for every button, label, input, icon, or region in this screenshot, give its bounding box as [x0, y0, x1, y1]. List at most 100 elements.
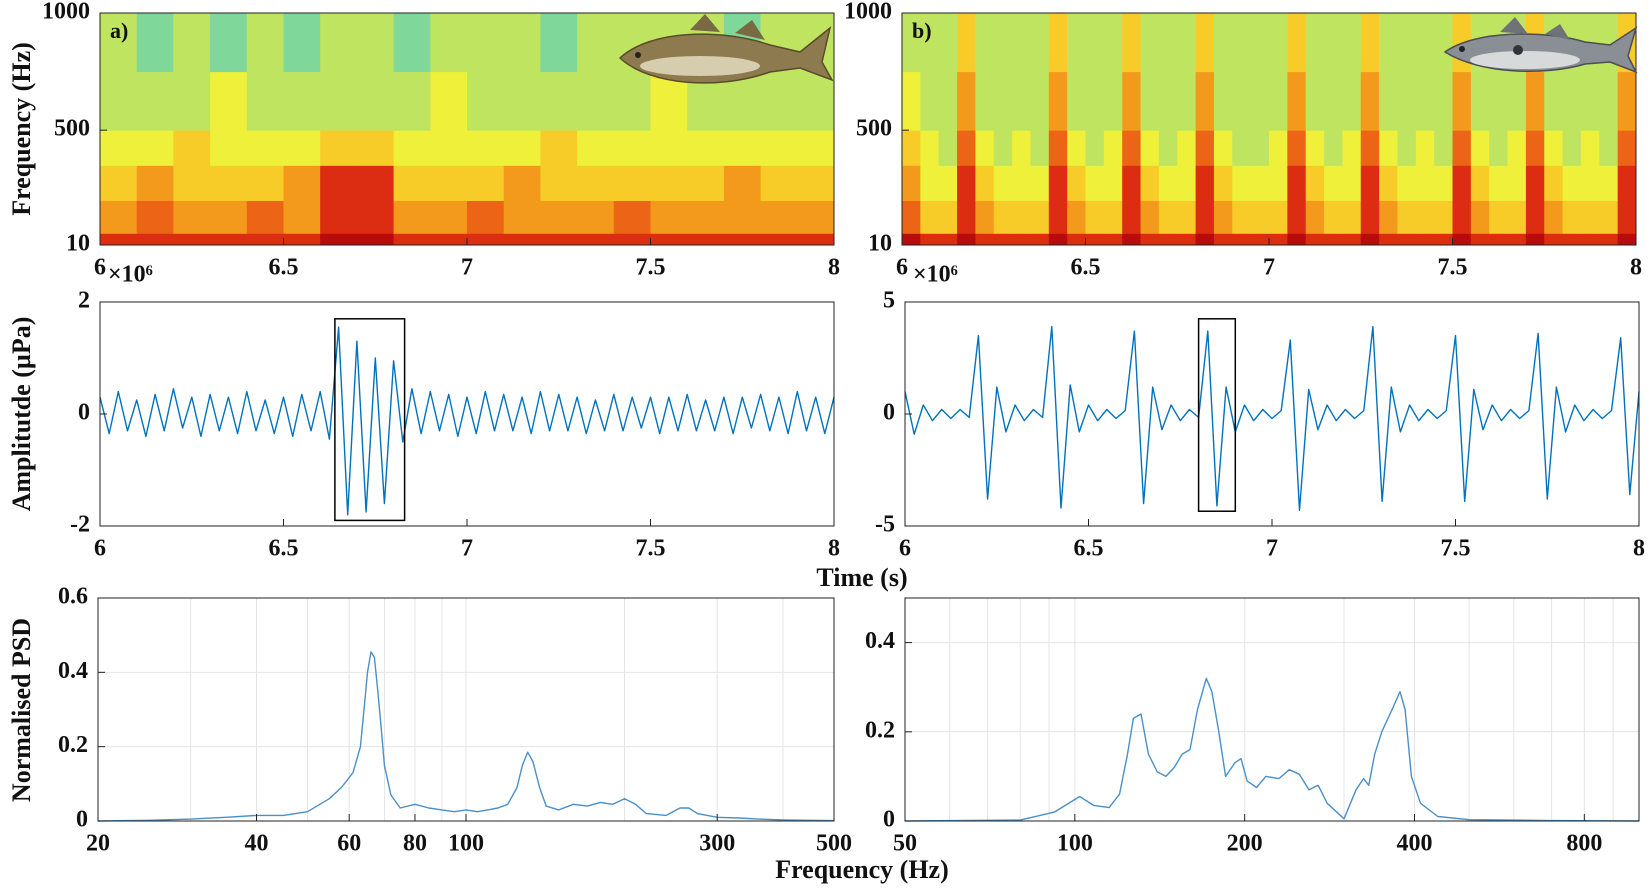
heatmap-cell — [1177, 13, 1197, 73]
heatmap-cell — [1140, 165, 1160, 201]
heatmap-cell — [577, 71, 615, 131]
heatmap-cell — [320, 200, 358, 234]
heatmap-cell — [1012, 13, 1031, 73]
y-tick-label: -5 — [875, 512, 895, 538]
x-tick-label: 300 — [699, 831, 735, 857]
heatmap-cell — [1030, 71, 1050, 131]
heatmap-cell — [1232, 233, 1252, 246]
heatmap-cell — [393, 200, 431, 234]
heatmap-cell — [1213, 13, 1233, 73]
heatmap-cell — [687, 165, 725, 201]
heatmap-cell — [1030, 165, 1050, 201]
heatmap-cell — [1158, 200, 1178, 234]
heatmap-cell — [430, 130, 468, 166]
heatmap-cell — [1342, 130, 1362, 166]
heatmap-cell — [246, 200, 284, 234]
heatmap-cell — [938, 233, 958, 246]
heatmap-cell — [467, 165, 505, 201]
heatmap-cell — [920, 233, 940, 246]
heatmap-cell — [1250, 130, 1270, 166]
heatmap-cell — [1379, 130, 1398, 166]
heatmap-cell — [1599, 71, 1619, 131]
heatmap-cell — [1287, 130, 1307, 166]
heatmap-cell — [1250, 165, 1270, 201]
heatmap-cell — [356, 130, 395, 166]
heatmap-cell — [283, 165, 321, 201]
heatmap-cell — [1360, 71, 1380, 131]
x-tick-label: 400 — [1396, 831, 1432, 857]
heatmap-cell — [1434, 13, 1453, 73]
heatmap-cell — [210, 200, 248, 234]
panel: 6 6.5 7 7.5 8 10 500 1000 b) — [844, 0, 1642, 281]
heatmap-cell — [1232, 200, 1252, 234]
heatmap-cell — [1470, 233, 1490, 246]
heatmap-cell — [1415, 200, 1435, 234]
heatmap-cell — [975, 13, 995, 73]
heatmap-cell — [1067, 13, 1086, 73]
heatmap-cell — [1580, 71, 1600, 131]
x-tick-label: 100 — [1057, 831, 1093, 857]
heatmap-cell — [1103, 165, 1123, 201]
y-tick-label: 10 — [868, 231, 892, 257]
heatmap-cell — [1012, 233, 1031, 246]
series-line — [904, 677, 1640, 822]
y-tick-label: 0.2 — [58, 732, 88, 758]
heatmap-cell — [1379, 233, 1398, 246]
heatmap-cell — [920, 200, 940, 234]
heatmap-cell — [1269, 233, 1288, 246]
y-axis-label: Frequency (Hz) — [7, 42, 36, 216]
x-tick-label: 40 — [244, 831, 268, 857]
heatmap-cell — [975, 165, 995, 201]
x-axis-label: Time (s) — [816, 563, 907, 592]
heatmap-cell — [1158, 233, 1178, 246]
heatmap-cell — [393, 130, 431, 166]
panel-label: b) — [912, 18, 932, 43]
y-multiplier: ×10⁶ — [913, 262, 958, 288]
y-tick-label: 0.6 — [58, 584, 88, 610]
heatmap-cell — [540, 71, 578, 131]
heatmap-cell — [1360, 13, 1380, 73]
heatmap-cell — [957, 165, 976, 201]
heatmap-cell — [1269, 130, 1288, 166]
heatmap-cell — [957, 71, 976, 131]
heatmap-cell — [1287, 165, 1307, 201]
x-tick-label: 6 — [94, 255, 106, 281]
heatmap-cell — [1122, 233, 1142, 246]
heatmap-cell — [1324, 200, 1343, 234]
heatmap-cell — [1269, 165, 1288, 201]
heatmap-cell — [246, 13, 284, 73]
heatmap-cell — [993, 130, 1013, 166]
heatmap-cell — [1434, 165, 1453, 201]
heatmap-cell — [1250, 233, 1270, 246]
heatmap-cell — [430, 233, 468, 246]
y-tick-label: 500 — [856, 116, 892, 142]
heatmap-cell — [356, 200, 395, 234]
heatmap-cell — [1232, 130, 1252, 166]
heatmap-cell — [1122, 13, 1142, 73]
heatmap-cell — [902, 13, 921, 73]
heatmap-cell — [503, 200, 541, 234]
heatmap-cell — [1048, 130, 1068, 166]
x-tick-label: 8 — [828, 536, 840, 562]
heatmap-cell — [1360, 130, 1380, 166]
heatmap-cell — [760, 130, 798, 166]
heatmap-cell — [173, 13, 211, 73]
heatmap-cell — [1213, 165, 1233, 201]
heatmap-cell — [1470, 200, 1490, 234]
series-line — [97, 651, 835, 822]
y-tick-label: 1000 — [42, 0, 90, 25]
panel: 50 100 200 400 800 0 0.2 0.4 — [865, 597, 1640, 857]
heatmap-cell — [1397, 130, 1417, 166]
x-tick-label: 500 — [816, 831, 852, 857]
heatmap-cell — [1103, 13, 1123, 73]
heatmap-cell — [723, 233, 762, 246]
heatmap-cell — [210, 130, 248, 166]
panel: 6 6.5 7 7.5 8 -2 0 2 ×10⁶ Amplitutde (µPa) Time (s… — [7, 262, 908, 592]
heatmap-cell — [467, 13, 505, 73]
heatmap-cell — [1232, 71, 1252, 131]
heatmap-cell — [1030, 200, 1050, 234]
heatmap-cell — [1580, 165, 1600, 201]
heatmap-cell — [1048, 233, 1068, 246]
heatmap-cell — [1397, 233, 1417, 246]
